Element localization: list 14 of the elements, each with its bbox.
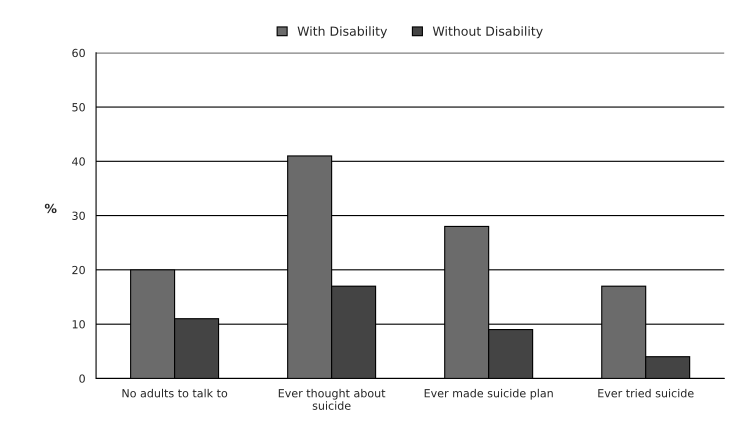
- y-axis-title: %: [44, 204, 57, 214]
- y-tick-label: 50: [72, 103, 85, 112]
- x-tick-label: Ever made suicide plan: [424, 388, 553, 400]
- x-tick-label: Ever tried suicide: [598, 388, 694, 398]
- y-tick-label: 40: [72, 157, 85, 166]
- y-tick-label: 0: [79, 374, 85, 383]
- y-tick-label: 20: [72, 266, 85, 274]
- y-tick-label: 30: [72, 212, 85, 220]
- x-tick-label: No adults to talk to: [122, 388, 228, 398]
- legend-label: Without Disability: [432, 26, 543, 38]
- y-tick-label: 60: [72, 48, 85, 58]
- legend-label: With Disability: [298, 26, 388, 38]
- y-tick-label: 10: [72, 320, 85, 329]
- x-tick-label: Ever thought about suicide: [278, 388, 386, 410]
